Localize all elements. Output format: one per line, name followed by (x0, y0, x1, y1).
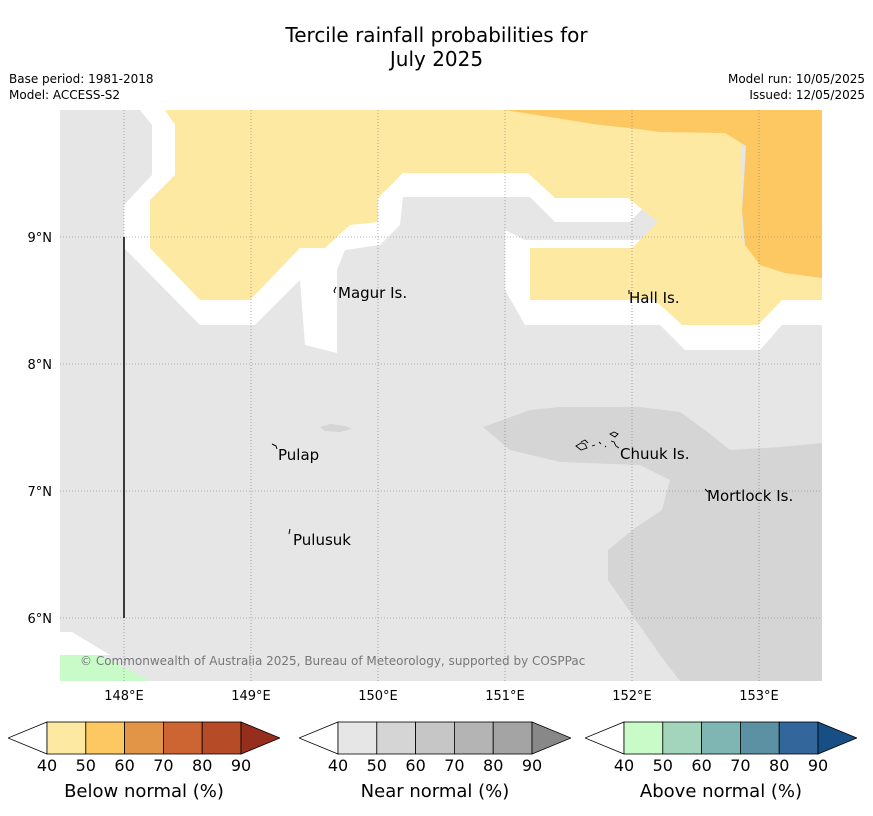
meta-left: Base period: 1981-2018 Model: ACCESS-S2 (9, 71, 154, 103)
near-normal-tick-80: 80 (483, 756, 504, 775)
colorbar-below-normal-graphic (8, 721, 280, 755)
below-normal-tick-60: 60 (114, 756, 135, 775)
lon-tick-148: 148°E (104, 689, 144, 704)
lat-tick-6: 6°N (28, 612, 53, 627)
model-run: Model run: 10/05/2025 (727, 72, 865, 86)
map-title-line2: July 2025 (389, 47, 484, 71)
below-normal-50-60 (505, 110, 822, 278)
lon-tick-153: 153°E (739, 689, 779, 704)
above-normal-swatch-50 (662, 721, 703, 755)
near-normal-upper-extension (531, 721, 571, 755)
lon-tick-150: 150°E (358, 689, 398, 704)
below-normal-tick-70: 70 (153, 756, 174, 775)
copyright-notice: © Commonwealth of Australia 2025, Bureau… (80, 654, 585, 668)
near-normal-swatch-40 (337, 721, 378, 755)
colorbar-near-normal-graphic (299, 721, 571, 755)
magur-island-shape (333, 286, 337, 294)
colorbar-below-normal-label: Below normal (%) (64, 781, 224, 802)
near-normal-50-60 (483, 407, 822, 681)
near-normal-tick-70: 70 (444, 756, 465, 775)
chuuk-island-shapes (575, 431, 620, 451)
lon-tick-149: 149°E (231, 689, 271, 704)
colorbar-below-normal: 40 50 60 70 80 90 Below normal (%) (8, 718, 280, 816)
above-normal-lower-extension (585, 721, 625, 755)
model-name: Model: ACCESS-S2 (9, 88, 121, 102)
place-label-magur: Magur Is. (338, 284, 407, 302)
below-normal-swatch-50 (85, 721, 126, 755)
colorbar-near-normal: 40 50 60 70 80 90 Near normal (%) (299, 718, 571, 816)
colorbar-above-normal-label: Above normal (%) (639, 781, 803, 802)
below-normal-lower-extension (8, 721, 48, 755)
mortlock-island-shape (704, 488, 709, 493)
above-normal-tick-80: 80 (769, 756, 790, 775)
near-normal-swatch-60 (415, 721, 455, 755)
lat-tick-8: 8°N (28, 358, 53, 373)
near-normal-tick-90: 90 (521, 756, 543, 775)
lat-tick-7: 7°N (28, 485, 53, 500)
above-normal-upper-extension (817, 721, 857, 755)
lon-tick-152: 152°E (612, 689, 652, 704)
islands (271, 286, 709, 535)
below-normal-40-50-west (150, 110, 822, 325)
above-normal-swatch-40 (623, 721, 664, 755)
issued-date: Issued: 12/05/2025 (749, 88, 865, 102)
below-normal-tick-50: 50 (75, 756, 96, 775)
above-normal-tick-50: 50 (652, 756, 673, 775)
pulap-island-shape (271, 443, 278, 450)
place-label-chuuk: Chuuk Is. (620, 445, 689, 463)
map-fields (60, 110, 822, 681)
base-period: Base period: 1981-2018 (9, 72, 154, 86)
below-normal-tick-80: 80 (192, 756, 213, 775)
place-label-hall: Hall Is. (629, 289, 680, 307)
below-normal-tick-90: 90 (230, 756, 252, 775)
place-label-pulap: Pulap (278, 446, 319, 464)
near-normal-swatch-70 (453, 721, 494, 755)
near-normal-tick-60: 60 (405, 756, 426, 775)
near-normal-lower-extension (299, 721, 339, 755)
below-normal-upper-extension (240, 721, 280, 755)
colorbar-above-normal: 40 50 60 70 80 90 Above normal (%) (585, 718, 857, 816)
below-normal-swatch-70 (162, 721, 203, 755)
above-normal-tick-90: 90 (807, 756, 829, 775)
transition-band-south (60, 632, 110, 655)
near-normal-tick-40: 40 (327, 756, 349, 775)
above-normal-swatch-60 (701, 721, 741, 755)
colorbar-above-normal-graphic (585, 721, 857, 755)
place-label-mortlock: Mortlock Is. (707, 487, 793, 505)
meta-right: Model run: 10/05/2025 Issued: 12/05/2025 (728, 71, 865, 103)
below-normal-swatch-40 (46, 721, 87, 755)
below-normal-swatch-60 (124, 721, 164, 755)
lat-tick-labels: 9°N 8°N 7°N 6°N (28, 231, 53, 627)
place-label-pulusuk: Pulusuk (293, 531, 351, 549)
above-normal-40-50 (60, 655, 150, 681)
above-normal-tick-40: 40 (613, 756, 635, 775)
near-normal-tick-50: 50 (366, 756, 387, 775)
above-normal-swatch-70 (739, 721, 780, 755)
pulusuk-island-shape (288, 528, 291, 535)
place-labels: Magur Is. Hall Is. Pulap Chuuk Is. Mortl… (278, 284, 793, 549)
near-normal-50-60-patch (320, 424, 352, 432)
above-normal-tick-70: 70 (730, 756, 751, 775)
above-normal-tick-60: 60 (691, 756, 712, 775)
map-title-line1: Tercile rainfall probabilities for (285, 23, 588, 47)
lon-tick-151: 151°E (485, 689, 525, 704)
above-normal-swatch-80 (778, 721, 819, 755)
colorbar-near-normal-label: Near normal (%) (360, 781, 510, 802)
near-normal-swatch-80 (492, 721, 533, 755)
below-normal-tick-40: 40 (36, 756, 58, 775)
lon-tick-labels: 148°E 149°E 150°E 151°E 152°E 153°E (104, 689, 779, 704)
near-normal-swatch-50 (376, 721, 417, 755)
below-normal-swatch-80 (201, 721, 242, 755)
lat-tick-9: 9°N (28, 231, 53, 246)
map: Magur Is. Hall Is. Pulap Chuuk Is. Mortl… (28, 110, 822, 704)
